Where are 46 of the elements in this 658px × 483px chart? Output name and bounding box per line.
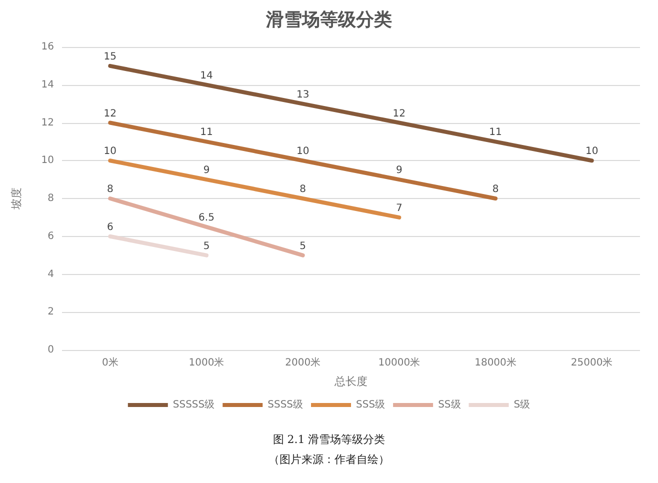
x-axis-title: 总长度 xyxy=(334,375,368,388)
data-label: 10 xyxy=(585,146,598,158)
data-label: 12 xyxy=(104,108,117,120)
y-tick-label: 0 xyxy=(48,344,54,356)
data-label: 15 xyxy=(104,51,117,62)
y-tick-label: 12 xyxy=(41,117,54,128)
data-label: 6 xyxy=(106,222,114,233)
data-label: 10 xyxy=(104,146,117,158)
data-label: 9 xyxy=(396,165,402,176)
legend-label: SSSSS级 xyxy=(172,398,215,410)
x-tick-label: 25000米 xyxy=(570,356,613,368)
data-label: 10 xyxy=(296,146,310,158)
chart-title: 滑雪场等级分类 xyxy=(265,10,392,30)
data-label: 8 xyxy=(492,184,499,195)
text: （图片来源：作者自绘） xyxy=(268,453,390,466)
y-tick-label: 16 xyxy=(41,42,54,52)
y-axis-title: 坡度 xyxy=(10,188,23,210)
data-label: 12 xyxy=(392,108,406,120)
y-tick-label: 14 xyxy=(41,79,54,90)
data-label: 9 xyxy=(203,165,210,176)
x-tick-label: 2000米 xyxy=(285,356,321,368)
data-label: 8 xyxy=(106,184,114,195)
y-tick-label: 8 xyxy=(48,193,54,204)
y-tick-label: 2 xyxy=(48,306,54,318)
y-tick-label: 6 xyxy=(48,230,54,242)
data-label: 5 xyxy=(203,240,210,252)
x-tick-label: 0米 xyxy=(102,356,118,368)
data-label: 14 xyxy=(200,70,213,82)
x-tick-label: 1000米 xyxy=(188,356,224,368)
data-label: 13 xyxy=(296,89,310,100)
legend-label: SS级 xyxy=(438,398,461,410)
legend-label: SSSS级 xyxy=(268,398,304,410)
y-tick-label: 10 xyxy=(41,155,54,166)
y-tick-label: 4 xyxy=(48,268,54,280)
x-tick-label: 10000米 xyxy=(378,356,420,368)
data-label: 11 xyxy=(200,127,213,138)
line-series xyxy=(108,158,402,220)
caption: 图 2.1 滑雪场等级分类 xyxy=(272,433,386,446)
data-label: 6.5 xyxy=(198,212,214,224)
data-label: 5 xyxy=(300,240,306,252)
x-tick-label: 18000米 xyxy=(474,356,516,368)
data-label: 11 xyxy=(489,127,502,138)
legend-label: SSS级 xyxy=(356,398,386,410)
data-label: 8 xyxy=(300,184,306,195)
legend-label: S级 xyxy=(514,398,530,410)
data-label: 7 xyxy=(396,202,402,214)
